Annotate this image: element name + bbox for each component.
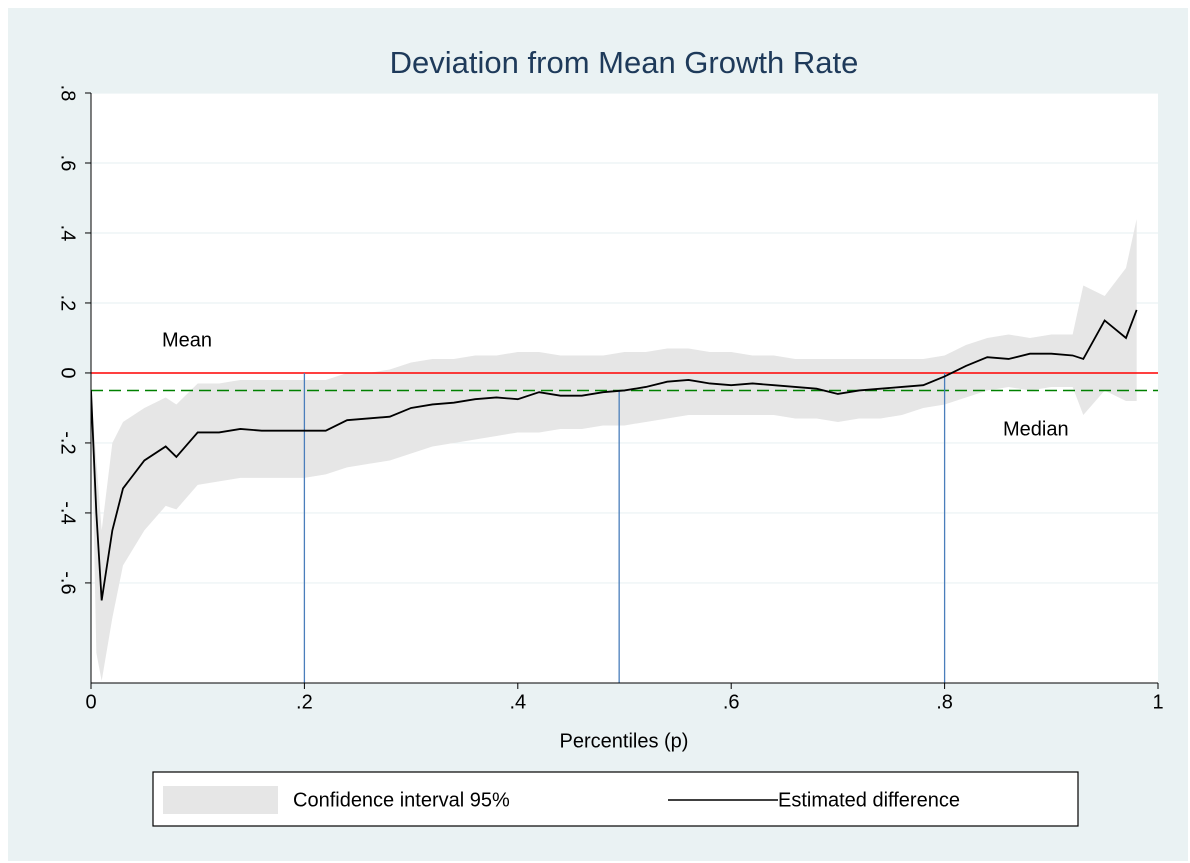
y-tick-label: .8 [57,85,79,102]
confidence-band [91,218,1137,681]
legend-label: Confidence interval 95% [293,789,510,811]
x-tick-label: .4 [509,691,526,713]
y-tick-label: -.2 [57,431,79,454]
annotation: Median [1003,418,1069,440]
y-tick-label: -.4 [57,501,79,524]
annotation: Mean [162,329,212,351]
legend-label: Estimated difference [778,789,960,811]
y-tick-label: .2 [57,295,79,312]
y-tick-label: -.6 [57,571,79,594]
chart-title: Deviation from Mean Growth Rate [390,45,859,80]
estimate-line [91,309,1138,601]
y-tick-label: .4 [57,225,79,242]
x-tick-label: .6 [723,691,740,713]
legend-swatch [163,786,278,814]
x-axis-label: Percentiles (p) [560,730,689,752]
x-tick-label: .8 [936,691,953,713]
x-tick-label: .2 [296,691,313,713]
plot-layer [91,93,1158,683]
legend [152,771,1079,827]
x-tick-label: 1 [1152,691,1163,713]
y-tick-label: 0 [57,367,79,378]
y-tick-label: .6 [57,155,79,172]
x-tick-label: 0 [85,691,96,713]
